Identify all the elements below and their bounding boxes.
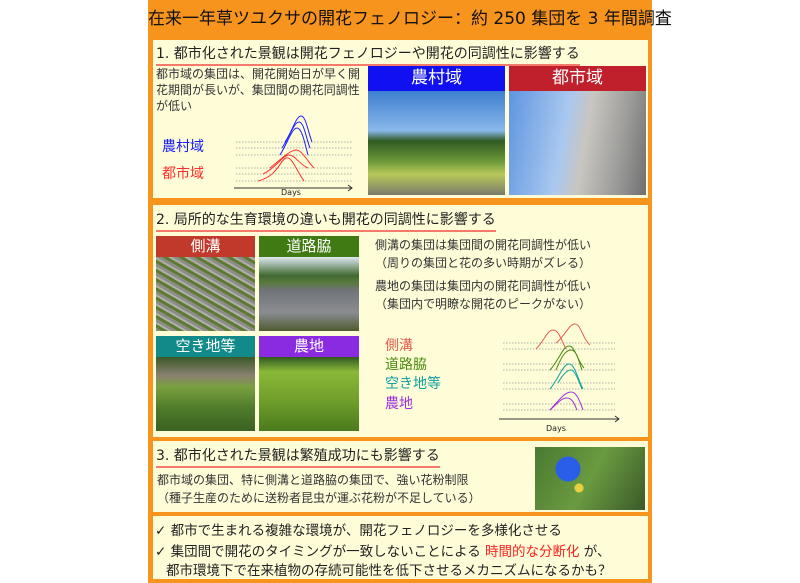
- text-line: 花期間が長いが、集団間の開花同調性: [156, 83, 360, 97]
- text-line: （周りの集団と花の多い時期がズレる）: [375, 256, 592, 270]
- photo-vacant-lot-label: 空き地等: [156, 336, 255, 357]
- farmland-image: [259, 357, 359, 431]
- photo-urban: 都市域: [509, 66, 646, 195]
- summary-line-2: ✓ 集団間で開花のタイミングが一致しないことによる 時間的な分断化 が、: [155, 540, 611, 560]
- highlight-temporal-fragmentation: 時間的な分断化: [485, 544, 580, 560]
- phenology-diagram-1: [234, 115, 353, 192]
- dayflower-photo: [535, 447, 645, 510]
- photo-farmland: 農地: [259, 336, 359, 431]
- label-rural: 農村域: [162, 139, 204, 155]
- photo-ditch-label: 側溝: [156, 236, 255, 257]
- urban-landscape-image: [509, 91, 646, 195]
- section-3-text: 都市域の集団、特に側溝と道路脇の集団で、強い花粉制限 （種子生産のために送粉者昆…: [157, 471, 481, 507]
- check-icon: ✓: [155, 544, 167, 560]
- photo-roadside-label: 道路脇: [259, 236, 359, 257]
- section-2-heading: 2. 局所的な生育環境の違いも開花の同調性に影響する: [156, 209, 496, 232]
- section-2-text-b: 農地の集団は集団内の開花同調性が低い （集団内で明瞭な開花のピークがない）: [375, 277, 591, 313]
- text-line: （種子生産のために送粉者昆虫が運ぶ花粉が不足している）: [157, 491, 481, 505]
- days-axis-label: Days: [281, 188, 301, 197]
- photo-rural: 農村域: [368, 66, 505, 195]
- label-vacant-lot: 空き地等: [385, 376, 441, 392]
- ditch-image: [156, 257, 255, 331]
- text-line: 農地の集団は集団内の開花同調性が低い: [375, 279, 592, 293]
- summary-text: が、: [579, 544, 611, 560]
- section-2-text-a: 側溝の集団は集団間の開花同調性が低い （周りの集団と花の多い時期がズレる）: [375, 236, 591, 272]
- text-line: 都市域の集団、特に側溝と道路脇の集団で、強い花粉制限: [157, 473, 469, 487]
- summary-line-3: 都市環境下で在来植物の存続可能性を低下させるメカニズムになるかも？: [166, 563, 612, 579]
- photo-roadside: 道路脇: [259, 236, 359, 331]
- label-ditch: 側溝: [385, 338, 413, 354]
- vacant-lot-image: [156, 357, 255, 431]
- summary: [153, 516, 648, 579]
- section-1-text: 都市域の集団は、開花開始日が早く開 花期間が長いが、集団間の開花同調性 が低い: [156, 66, 360, 114]
- text-line: （集団内で明瞭な開花のピークがない）: [375, 297, 592, 311]
- label-urban: 都市域: [162, 166, 204, 182]
- poster-title: 在来一年草ツユクサの開花フェノロジー：約 250 集団を 3 年間調査: [148, 9, 672, 29]
- text-line: 都市域の集団は、開花開始日が早く開: [156, 67, 361, 81]
- photo-ditch: 側溝: [156, 236, 255, 331]
- photo-farmland-label: 農地: [259, 336, 359, 357]
- section-1-heading: 1. 都市化された景観は開花フェノロジーや開花の同調性に影響する: [156, 43, 580, 66]
- text-line: 側溝の集団は集団間の開花同調性が低い: [375, 238, 592, 252]
- summary-line-1: ✓ 都市で生まれる複雑な環境が、開花フェノロジーを多様化させる: [155, 519, 562, 539]
- phenology-diagram-2: [499, 323, 620, 423]
- photo-vacant-lot: 空き地等: [156, 336, 255, 431]
- days-axis-label-2: Days: [546, 424, 566, 433]
- roadside-image: [259, 257, 359, 331]
- summary-text: 都市で生まれる複雑な環境が、開花フェノロジーを多様化させる: [170, 523, 562, 539]
- rural-landscape-image: [368, 91, 505, 195]
- label-farmland: 農地: [385, 396, 413, 412]
- photo-rural-label: 農村域: [368, 66, 505, 91]
- section-3-heading: 3. 都市化された景観は繁殖成功にも影響する: [156, 445, 440, 468]
- text-line: が低い: [156, 99, 193, 113]
- check-icon: ✓: [155, 523, 167, 539]
- photo-urban-label: 都市域: [509, 66, 646, 91]
- summary-text: 集団間で開花のタイミングが一致しないことによる: [170, 544, 485, 560]
- label-roadside: 道路脇: [385, 357, 427, 373]
